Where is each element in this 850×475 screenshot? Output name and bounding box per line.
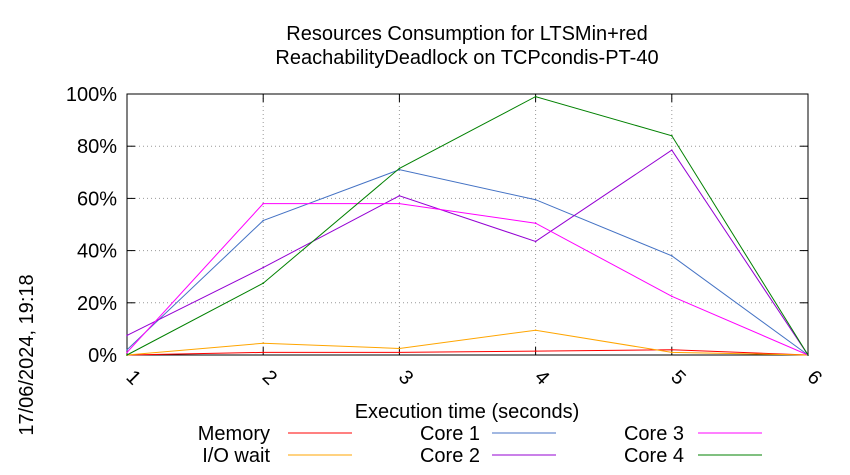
series-line-core-2: [126, 149, 809, 356]
data-point-i-o-wait: [398, 347, 401, 350]
plot-border: [126, 93, 809, 356]
data-point-core-4: [262, 282, 265, 285]
data-point-memory: [671, 348, 673, 351]
legend-label-core-1: Core 1: [420, 423, 480, 445]
data-point-core-2: [398, 194, 401, 197]
data-point-core-4: [126, 354, 128, 356]
y-tick-label: 100%: [66, 84, 117, 106]
data-point-core-4: [807, 354, 809, 356]
legend-label-memory: Memory: [198, 423, 270, 445]
x-tick-label: 5: [666, 366, 689, 389]
data-point-core-3: [262, 202, 265, 205]
y-tick-label: 60%: [77, 188, 117, 210]
series-line-memory: [126, 349, 809, 356]
legend-label-core-2: Core 2: [420, 445, 480, 467]
data-point-core-1: [671, 255, 673, 257]
data-point-memory: [534, 350, 537, 352]
data-point-core-3: [671, 295, 673, 298]
data-point-core-4: [534, 95, 537, 98]
grid: [127, 94, 808, 355]
x-axis: 1 2 3 4 5 6: [122, 94, 826, 389]
y-axis: 0% 20% 40% 60% 80% 100%: [66, 84, 808, 367]
legend-label-core-3: Core 3: [624, 423, 684, 445]
y-tick-label: 40%: [77, 241, 117, 263]
data-point-core-2: [671, 149, 673, 151]
x-tick-label: 3: [394, 366, 417, 389]
data-point-core-1: [262, 219, 265, 222]
data-point-core-3: [126, 351, 128, 354]
data-point-core-2: [534, 240, 537, 243]
series-line-core-3: [126, 203, 809, 356]
chart-subtitle: ReachabilityDeadlock on TCPcondis-PT-40: [275, 47, 658, 69]
timestamp-label: 17/06/2024, 19:18: [16, 274, 38, 435]
data-point-core-2: [126, 334, 128, 337]
series-line-i-o-wait: [126, 329, 809, 356]
legend-label-core-4: Core 4: [624, 445, 684, 467]
data-point-core-3: [398, 202, 401, 205]
data-point-memory: [262, 351, 265, 354]
data-point-core-1: [126, 348, 128, 351]
data-point-core-4: [398, 167, 401, 170]
data-point-i-o-wait: [671, 351, 673, 354]
y-tick-label: 0%: [88, 345, 117, 367]
y-tick-label: 80%: [77, 136, 117, 158]
data-point-core-1: [534, 198, 537, 201]
x-tick-label: 2: [258, 366, 281, 389]
series-lines: [126, 95, 809, 356]
data-point-core-4: [671, 134, 673, 137]
series-line-core-4: [126, 96, 809, 356]
legend-label-i-o-wait: I/O wait: [202, 445, 270, 467]
data-point-core-2: [262, 266, 265, 269]
data-point-memory: [398, 351, 401, 354]
data-point-core-3: [534, 222, 537, 224]
y-tick-label: 20%: [77, 293, 117, 315]
chart-title: Resources Consumption for LTSMin+red: [286, 23, 647, 45]
series-line-core-1: [126, 169, 809, 356]
x-axis-label: Execution time (seconds): [355, 401, 580, 423]
x-tick-label: 4: [530, 366, 553, 389]
x-tick-label: 6: [803, 366, 826, 389]
x-tick-label: 1: [122, 366, 145, 389]
data-point-i-o-wait: [534, 329, 537, 332]
data-point-i-o-wait: [262, 342, 265, 345]
